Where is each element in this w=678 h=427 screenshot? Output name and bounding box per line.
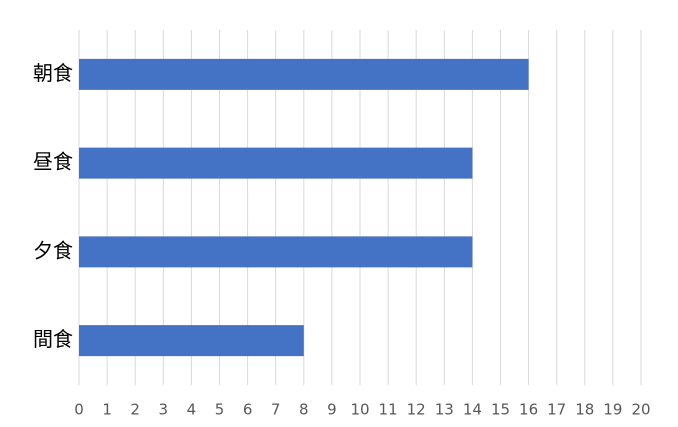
bar [79,147,473,179]
x-tick-label: 7 [271,401,281,419]
x-tick-label: 16 [519,401,538,419]
y-tick-label: 朝食 [33,61,73,85]
x-tick-label: 6 [243,401,253,419]
bar [79,325,304,357]
bar [79,236,473,268]
x-tick-label: 13 [435,401,454,419]
x-tick-label: 11 [379,401,398,419]
x-tick-label: 1 [102,401,112,419]
x-tick-label: 14 [463,401,482,419]
x-tick-label: 0 [74,401,84,419]
x-tick-label: 8 [299,401,309,419]
bar [79,58,529,90]
x-tick-label: 18 [575,401,594,419]
x-tick-label: 20 [631,401,650,419]
x-tick-label: 15 [491,401,510,419]
x-tick-label: 4 [187,401,197,419]
x-tick-label: 10 [350,401,369,419]
y-tick-label: 昼食 [33,150,73,174]
x-tick-label: 9 [327,401,337,419]
x-tick-label: 3 [159,401,169,419]
y-tick-label: 夕食 [33,238,73,262]
x-tick-label: 17 [547,401,566,419]
x-tick-label: 5 [215,401,225,419]
x-tick-label: 19 [603,401,622,419]
x-tick-label: 2 [130,401,140,419]
x-tick-label: 12 [407,401,426,419]
y-tick-label: 間食 [33,327,73,351]
